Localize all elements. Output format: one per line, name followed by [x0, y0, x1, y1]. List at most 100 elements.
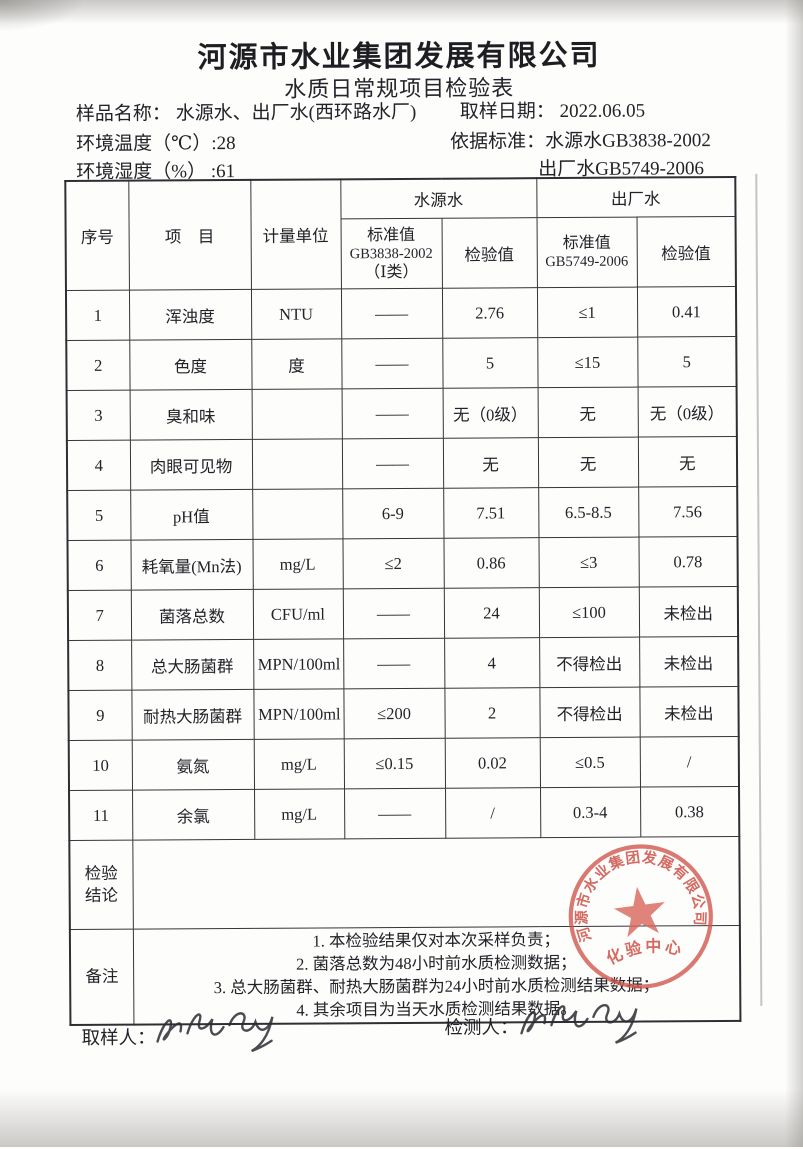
conclusion-label: 检验 结论: [69, 840, 133, 930]
cell-unit: mg/L: [254, 788, 345, 840]
cell-source-value: 5: [442, 337, 538, 389]
seal-center-text: 化验中心: [602, 932, 688, 970]
cell-source-standard: ——: [340, 288, 443, 339]
col-header-unit: 计量单位: [250, 179, 341, 290]
table-row: 10 氨氮 mg/L ≤0.15 0.02 ≤0.5 /: [68, 736, 740, 791]
sampler-label: 取样人：: [81, 1028, 156, 1049]
sampler-signature-handwriting: [151, 1001, 281, 1069]
table-row: 3 臭和味 —— 无（0级） 无 无（0级）: [66, 386, 737, 441]
sampling-date-line: 取样日期： 2022.06.05: [460, 96, 645, 124]
cell-factory-standard: ≤0.5: [539, 737, 641, 788]
paper-seam-line: [755, 173, 762, 1006]
header-group-row: 序号 项 目 计量单位 水源水 出厂水: [65, 176, 736, 291]
source-standard-class: （Ⅰ类）: [364, 263, 419, 281]
env-temperature: 环境温度（℃）:28: [76, 133, 236, 155]
sample-name-line: 样品名称： 水源水、出厂水(西环路水厂): [76, 97, 417, 126]
standard-source-water: 水源水GB3838-2002: [545, 130, 711, 153]
cell-item: pH值: [130, 489, 253, 541]
cell-unit: MPN/100ml: [253, 688, 344, 740]
cell-unit: mg/L: [252, 538, 343, 590]
standard-line: 依据标准：水源水GB3838-2002: [450, 125, 711, 154]
cell-factory-value: 未检出: [639, 686, 739, 738]
seal-star-icon: [613, 886, 665, 938]
sampling-date-label: 取样日期：: [459, 101, 555, 123]
cell-source-standard: ——: [342, 588, 445, 639]
cell-factory-standard: 不得检出: [539, 637, 640, 688]
seal-ring: [568, 844, 713, 989]
cell-serial: 9: [68, 690, 132, 741]
table-row: 7 菌落总数 CFU/ml —— 24 ≤100 未检出: [67, 586, 739, 641]
cell-factory-value: 无（0级）: [637, 386, 737, 438]
cell-unit: mg/L: [253, 738, 345, 790]
cell-serial: 11: [69, 790, 133, 841]
sample-name-value: 水源水、出厂水(西环路水厂): [175, 101, 417, 125]
source-standard-code: GB3838-2002: [349, 245, 433, 262]
table-row: 9 耐热大肠菌群 MPN/100ml ≤200 2 不得检出 未检出: [68, 686, 739, 741]
col-header-source-standard: 标准值 GB3838-2002 （Ⅰ类）: [340, 218, 442, 289]
cell-source-standard: ——: [343, 638, 445, 689]
factory-standard-code: GB5749-2006: [545, 253, 629, 271]
cell-source-standard: ——: [341, 438, 444, 489]
conclusion-label-line1: 检验: [84, 863, 118, 883]
cell-serial: 3: [66, 390, 130, 441]
cell-item: 耗氧量(Mn法): [130, 539, 253, 591]
cell-source-value: 7.51: [443, 487, 539, 539]
cell-unit: NTU: [250, 288, 342, 340]
company-seal-stamp: 河源市水业集团发展有限公司 化验中心: [553, 829, 728, 1004]
cell-factory-standard: ≤1: [536, 287, 638, 338]
cell-factory-standard: ≤100: [538, 587, 640, 638]
col-header-item: 项 目: [128, 179, 251, 291]
cell-factory-value: 0.78: [638, 536, 738, 588]
cell-source-value: 无: [442, 437, 539, 489]
cell-source-value: 0.02: [444, 737, 541, 789]
cell-unit: [251, 388, 342, 440]
source-standard-label: 标准值: [367, 226, 416, 244]
conclusion-label-line2: 结论: [84, 885, 118, 905]
cell-item: 臭和味: [129, 389, 252, 441]
cell-factory-value: /: [639, 736, 740, 788]
cell-item: 菌落总数: [130, 589, 254, 641]
cell-source-value: 4: [444, 637, 540, 689]
cell-source-value: 无（0级）: [442, 387, 538, 439]
standard-label: 依据标准：: [450, 131, 546, 153]
cell-factory-value: 未检出: [639, 636, 739, 688]
cell-factory-standard: ≤3: [538, 537, 639, 588]
cell-source-standard: ≤0.15: [343, 738, 446, 789]
table-body: 1 浑浊度 NTU —— 2.76 ≤1 0.41 2 色度 度 —— 5: [65, 286, 740, 841]
table-row: 11 余氯 mg/L —— / 0.3-4 0.38: [69, 786, 740, 841]
cell-factory-value: 无: [637, 436, 738, 488]
cell-factory-standard: 无: [537, 387, 638, 438]
cell-unit: CFU/ml: [252, 588, 344, 640]
cell-serial: 8: [68, 640, 132, 691]
cell-factory-standard: 6.5-8.5: [538, 487, 639, 538]
cell-serial: 2: [66, 340, 130, 391]
cell-factory-value: 未检出: [638, 586, 739, 638]
cell-item: 浑浊度: [128, 289, 252, 341]
cell-source-standard: ≤200: [343, 688, 445, 739]
col-group-source-water: 水源水: [340, 178, 537, 219]
cell-item: 氨氮: [131, 739, 255, 791]
cell-source-value: 0.86: [443, 537, 539, 589]
cell-unit: 度: [251, 338, 342, 390]
tester-signature-handwriting: [515, 993, 645, 1061]
cell-serial: 4: [66, 440, 131, 491]
cell-source-value: 2.76: [441, 287, 538, 339]
cell-serial: 7: [67, 590, 132, 641]
table-row: 8 总大肠菌群 MPN/100ml —— 4 不得检出 未检出: [68, 636, 739, 691]
cell-source-value: 24: [443, 587, 540, 639]
seal-graphic: 河源市水业集团发展有限公司 化验中心: [564, 840, 713, 989]
cell-source-value: 2: [444, 687, 540, 739]
cell-factory-standard: 无: [537, 437, 639, 488]
table-row: 5 pH值 6-9 7.51 6.5-8.5 7.56: [67, 486, 738, 541]
cell-source-standard: 6-9: [342, 488, 444, 539]
cell-unit: [251, 438, 343, 490]
cell-serial: 6: [67, 540, 131, 591]
cell-serial: 5: [67, 490, 131, 541]
table-row: 6 耗氧量(Mn法) mg/L ≤2 0.86 ≤3 0.78: [67, 536, 738, 591]
cell-serial: 10: [68, 740, 133, 791]
col-header-factory-standard: 标准值 GB5749-2006: [536, 217, 637, 288]
sample-name-label: 样品名称：: [75, 103, 171, 125]
cell-serial: 1: [65, 290, 130, 341]
